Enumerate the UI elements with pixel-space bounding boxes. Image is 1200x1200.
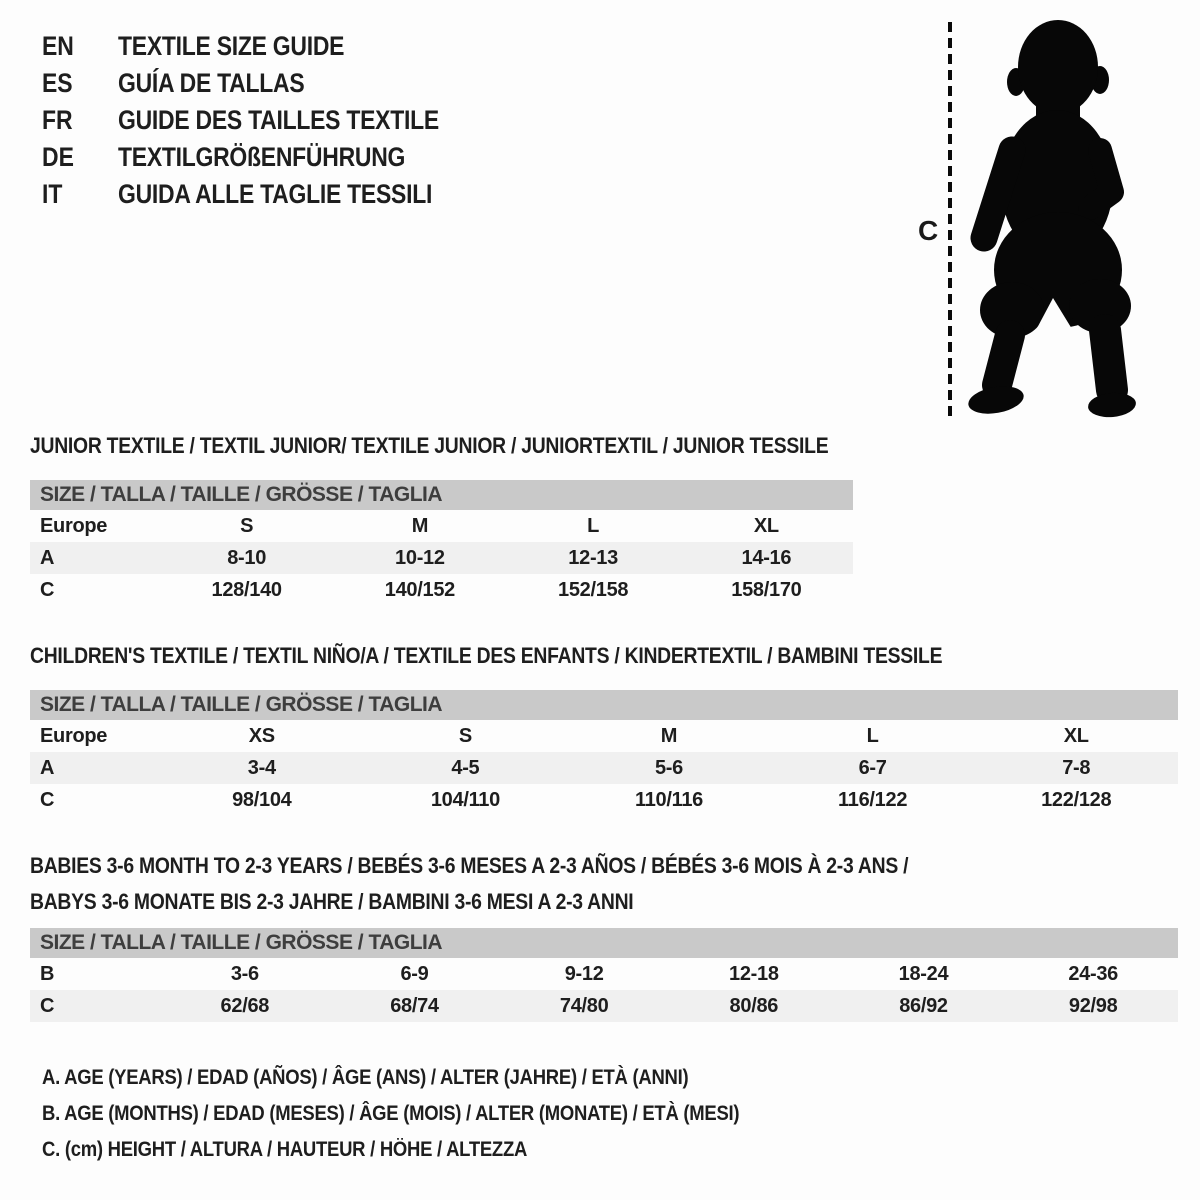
babies-heading: BABIES 3-6 MONTH TO 2-3 YEARS / BEBÉS 3-…: [30, 848, 1178, 920]
table-row: A 3-4 4-5 5-6 6-7 7-8: [30, 752, 1178, 784]
size-cell: S: [458, 725, 472, 747]
size-header-bar: SIZE / TALLA / TAILLE / GRÖSSE / TAGLIA: [30, 928, 1178, 958]
children-size-table: SIZE / TALLA / TAILLE / GRÖSSE / TAGLIA E…: [30, 690, 1178, 816]
size-cell: 10-12: [395, 547, 445, 569]
table-row: C 128/140 140/152 152/158 158/170: [30, 574, 853, 606]
size-cell: 4-5: [451, 757, 480, 779]
size-cell: 18-24: [898, 963, 949, 985]
language-row: ES GUÍA DE TALLAS: [42, 65, 496, 102]
size-cell: XS: [248, 725, 275, 747]
language-row: IT GUIDA ALLE TAGLIE TESSILI: [42, 176, 496, 213]
size-cell: 158/170: [731, 579, 802, 601]
language-title: GUÍA DE TALLAS: [118, 68, 305, 98]
height-label: C: [918, 215, 938, 246]
size-cell: 68/74: [390, 995, 439, 1017]
size-cell: 3-4: [247, 757, 276, 779]
babies-section: BABIES 3-6 MONTH TO 2-3 YEARS / BEBÉS 3-…: [30, 848, 1178, 1022]
size-cell: 140/152: [384, 579, 456, 601]
row-label: B: [40, 963, 55, 985]
size-cell: 122/128: [1041, 789, 1112, 811]
language-row: EN TEXTILE SIZE GUIDE: [42, 28, 496, 65]
junior-heading: JUNIOR TEXTILE / TEXTIL JUNIOR/ TEXTILE …: [30, 435, 937, 457]
junior-section: JUNIOR TEXTILE / TEXTIL JUNIOR/ TEXTILE …: [30, 435, 937, 606]
size-cell: 128/140: [211, 579, 283, 601]
language-title: GUIDE DES TAILLES TEXTILE: [118, 105, 439, 135]
table-row: B 3-6 6-9 9-12 12-18 18-24 24-36: [30, 958, 1178, 990]
language-row: DE TEXTILGRÖßENFÜHRUNG: [42, 139, 496, 176]
height-measurement-figure: C: [918, 20, 1136, 418]
size-cell: M: [411, 515, 429, 537]
language-code: FR: [42, 105, 73, 135]
babies-size-table: SIZE / TALLA / TAILLE / GRÖSSE / TAGLIA B…: [30, 928, 1178, 1022]
size-cell: L: [587, 515, 600, 537]
row-label: Europe: [40, 515, 108, 537]
row-label: C: [40, 579, 55, 601]
size-cell: 74/80: [559, 995, 609, 1017]
table-row: Europe S M L XL: [30, 510, 853, 542]
size-cell: 116/122: [838, 789, 908, 811]
language-title: TEXTILE SIZE GUIDE: [118, 31, 345, 61]
section-heading-line: BABYS 3-6 MONATE BIS 2-3 JAHRE / BAMBINI…: [30, 889, 634, 914]
section-heading-line: CHILDREN'S TEXTILE / TEXTIL NIÑO/A / TEX…: [30, 643, 943, 668]
size-cell: 98/104: [232, 789, 292, 811]
measurement-legend: A. AGE (YEARS) / EDAD (AÑOS) / ÂGE (ANS)…: [42, 1060, 834, 1168]
size-header-bar: SIZE / TALLA / TAILLE / GRÖSSE / TAGLIA: [30, 480, 853, 510]
legend-line: A. AGE (YEARS) / EDAD (AÑOS) / ÂGE (ANS)…: [42, 1066, 689, 1089]
size-cell: 5-6: [654, 757, 683, 779]
size-cell: 8-10: [227, 547, 267, 569]
size-cell: 104/110: [430, 789, 500, 811]
size-cell: 86/92: [899, 995, 948, 1017]
children-heading: CHILDREN'S TEXTILE / TEXTIL NIÑO/A / TEX…: [30, 645, 1178, 667]
size-cell: 152/158: [558, 579, 629, 601]
section-heading-line: JUNIOR TEXTILE / TEXTIL JUNIOR/ TEXTILE …: [30, 433, 829, 458]
size-cell: 6-7: [858, 757, 887, 779]
size-cell: M: [660, 725, 678, 747]
size-cell: S: [240, 515, 254, 537]
size-header-bar: SIZE / TALLA / TAILLE / GRÖSSE / TAGLIA: [30, 690, 1178, 720]
row-label: A: [40, 547, 55, 569]
row-label: C: [40, 995, 55, 1017]
section-heading-line: BABIES 3-6 MONTH TO 2-3 YEARS / BEBÉS 3-…: [30, 853, 909, 878]
size-cell: 12-18: [729, 963, 779, 985]
size-cell: 80/86: [729, 995, 779, 1017]
size-cell: XL: [1063, 725, 1089, 747]
size-cell: 7-8: [1062, 757, 1091, 779]
legend-line: C. (cm) HEIGHT / ALTURA / HAUTEUR / HÖHE…: [42, 1138, 528, 1161]
size-cell: XL: [753, 515, 779, 537]
language-row: FR GUIDE DES TAILLES TEXTILE: [42, 102, 496, 139]
size-cell: 14-16: [741, 547, 792, 569]
size-cell: 110/116: [634, 789, 703, 811]
size-cell: 6-9: [400, 963, 429, 985]
children-section: CHILDREN'S TEXTILE / TEXTIL NIÑO/A / TEX…: [30, 645, 1178, 816]
language-code: DE: [42, 142, 74, 172]
toddler-silhouette-icon: [968, 20, 1136, 418]
junior-size-table: SIZE / TALLA / TAILLE / GRÖSSE / TAGLIA E…: [30, 480, 853, 606]
row-label: Europe: [40, 725, 108, 747]
language-code: EN: [42, 31, 74, 61]
size-cell: 92/98: [1068, 995, 1118, 1017]
legend-line: B. AGE (MONTHS) / EDAD (MESES) / ÂGE (MO…: [42, 1102, 740, 1125]
size-cell: 24-36: [1068, 963, 1118, 985]
size-cell: 9-12: [564, 963, 604, 985]
language-title-list: EN TEXTILE SIZE GUIDE ES GUÍA DE TALLAS FR GU…: [42, 28, 496, 213]
table-row: Europe XS S M L XL: [30, 720, 1178, 752]
language-code: ES: [42, 68, 73, 98]
size-cell: 3-6: [230, 963, 259, 985]
table-row: C 98/104 104/110 110/116 116/122 122/128: [30, 784, 1178, 816]
language-code: IT: [42, 179, 63, 209]
table-row: A 8-10 10-12 12-13 14-16: [30, 542, 853, 574]
size-cell: 12-13: [568, 547, 618, 569]
size-cell: L: [866, 725, 879, 747]
language-title: GUIDA ALLE TAGLIE TESSILI: [118, 179, 433, 209]
row-label: A: [40, 757, 55, 779]
row-label: C: [40, 789, 55, 811]
table-row: C 62/68 68/74 74/80 80/86 86/92 92/98: [30, 990, 1178, 1022]
language-title: TEXTILGRÖßENFÜHRUNG: [118, 142, 406, 172]
size-cell: 62/68: [220, 995, 270, 1017]
